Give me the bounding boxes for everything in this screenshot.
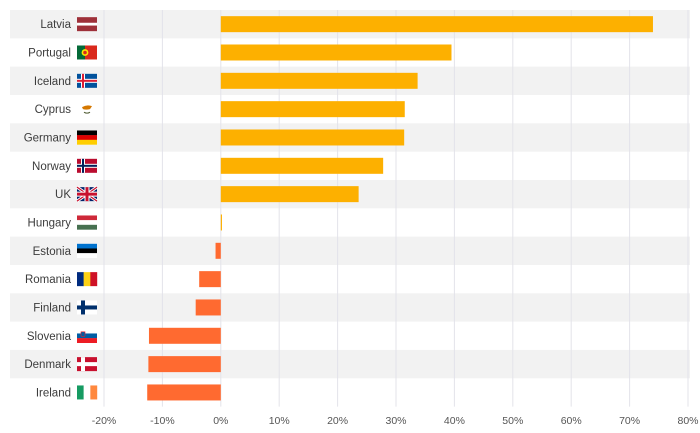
estonia-flag-icon xyxy=(77,243,97,259)
bar-denmark xyxy=(148,356,221,373)
row-band xyxy=(10,236,690,265)
slovenia-flag-icon xyxy=(77,328,97,343)
row-bands xyxy=(10,10,690,379)
x-tick-label: 70% xyxy=(619,415,640,427)
bar-slovenia xyxy=(148,327,221,344)
finland-flag-icon xyxy=(77,300,97,315)
category-label: Slovenia xyxy=(27,331,72,343)
category-label: UK xyxy=(55,189,71,201)
bar-uk xyxy=(220,186,359,203)
x-tick-label: 80% xyxy=(677,415,698,427)
hungary-flag-icon xyxy=(77,215,97,230)
x-tick-label: 20% xyxy=(327,415,348,427)
x-tick-label: 10% xyxy=(269,415,290,427)
category-label: Iceland xyxy=(34,76,71,88)
denmark-flag-icon xyxy=(77,357,97,372)
x-tick-label: 50% xyxy=(502,415,523,427)
category-label: Portugal xyxy=(28,47,71,59)
category-label: Estonia xyxy=(33,246,72,258)
category-label: Romania xyxy=(25,274,72,286)
category-label: Finland xyxy=(33,302,71,314)
category-label: Norway xyxy=(32,161,71,173)
x-tick-label: -20% xyxy=(92,415,117,427)
x-tick-label: 60% xyxy=(561,415,582,427)
bar-hungary xyxy=(220,214,222,231)
bars xyxy=(147,16,653,401)
row-band xyxy=(10,293,690,322)
category-label: Denmark xyxy=(24,359,71,371)
x-tick-label: 40% xyxy=(444,415,465,427)
x-tick-label: -10% xyxy=(150,415,175,427)
x-tick-label: 30% xyxy=(385,415,406,427)
bar-portugal xyxy=(220,44,452,61)
uk-flag-icon xyxy=(76,185,98,203)
romania-flag-icon xyxy=(77,272,98,287)
bar-latvia xyxy=(220,16,653,33)
iceland-flag-icon xyxy=(77,73,97,88)
bar-germany xyxy=(220,129,405,146)
bar-cyprus xyxy=(220,101,405,118)
latvia-flag-icon xyxy=(77,17,97,32)
category-labels: Latvia Portugal Iceland Cyprus Germany Norway… xyxy=(24,19,72,399)
category-label: Hungary xyxy=(28,217,72,229)
bar-romania xyxy=(199,271,221,288)
flag-icons xyxy=(76,17,98,400)
germany-flag-icon xyxy=(77,130,97,145)
bar-ireland xyxy=(147,384,221,401)
ireland-flag-icon xyxy=(77,385,98,400)
row-band xyxy=(10,349,690,379)
bar-iceland xyxy=(220,72,418,89)
x-tick-label: 0% xyxy=(213,415,228,427)
norway-flag-icon xyxy=(77,158,97,173)
portugal-flag-icon xyxy=(77,45,97,60)
x-axis-tick-labels: -20% -10% 0% 10% 20% 30% 40% 50% 60% 70% 80% xyxy=(92,415,699,427)
category-label: Cyprus xyxy=(35,104,72,116)
category-label: Germany xyxy=(24,132,72,144)
category-label: Latvia xyxy=(40,19,71,31)
bar-estonia xyxy=(215,242,221,259)
bar-norway xyxy=(220,157,384,174)
cyprus-flag-icon xyxy=(77,102,97,117)
bar-finland xyxy=(195,299,221,316)
category-label: Ireland xyxy=(36,387,71,399)
